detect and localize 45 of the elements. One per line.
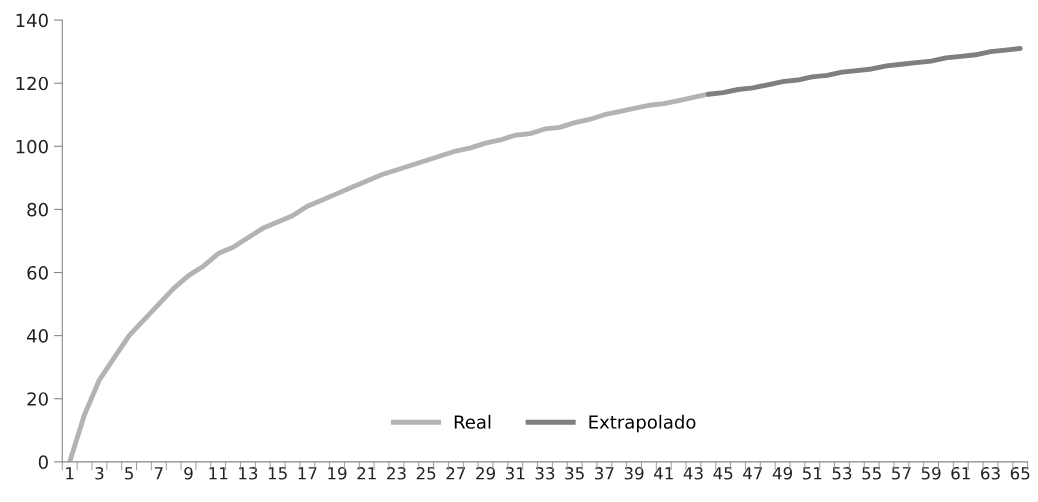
x-tick-label: 9	[184, 467, 193, 480]
x-tick-label: 37	[595, 467, 614, 480]
x-tick-label: 29	[476, 467, 495, 480]
x-tick-label: 47	[743, 467, 763, 480]
x-tick-label: 23	[387, 467, 406, 480]
x-tick-label: 53	[832, 467, 852, 480]
x-tick-label: 59	[921, 467, 941, 480]
x-tick-label: 19	[328, 467, 347, 480]
legend-label: Extrapolado	[589, 414, 696, 433]
x-tick-label: 41	[653, 467, 673, 480]
x-tick-label: 5	[125, 467, 133, 480]
x-tick-label: 33	[535, 467, 555, 480]
x-tick-label: 15	[268, 467, 287, 480]
x-tick-label: 43	[683, 467, 703, 480]
x-tick-label: 3	[95, 467, 104, 480]
x-tick-label: 51	[802, 467, 822, 480]
y-tick-label: 100	[16, 139, 48, 154]
x-tick-label: 35	[565, 467, 584, 480]
y-tick-label: 60	[27, 265, 48, 280]
x-tick-label: 65	[1010, 467, 1030, 480]
line-series	[705, 46, 1023, 97]
x-tick-label: 27	[446, 467, 466, 480]
x-tick-label: 25	[416, 467, 436, 480]
x-tick-label: 11	[209, 467, 228, 480]
x-tick-label: 17	[298, 467, 317, 480]
x-tick-label: 13	[239, 467, 258, 480]
x-tick-label: 45	[713, 467, 733, 480]
x-tick-label: 7	[154, 467, 163, 480]
y-tick-label: 0	[38, 455, 48, 469]
legend-label: Real	[454, 414, 491, 429]
x-tick-label: 61	[951, 467, 970, 480]
x-tick-label: 55	[862, 467, 881, 480]
x-tick-label: 21	[357, 467, 376, 480]
x-tick-label: 49	[772, 467, 792, 480]
x-tick-label: 63	[981, 467, 1000, 480]
y-tick-label: 40	[26, 329, 48, 343]
y-tick-label: 120	[16, 76, 48, 91]
y-tick-label: 20	[27, 392, 48, 406]
y-tick-label: 140	[16, 13, 48, 28]
line-series	[67, 91, 711, 462]
x-tick-label: 31	[505, 467, 525, 480]
x-tick-label: 57	[892, 467, 911, 480]
x-tick-label: 1	[66, 467, 74, 480]
y-tick-label: 80	[27, 202, 48, 217]
x-tick-label: 39	[624, 467, 644, 480]
